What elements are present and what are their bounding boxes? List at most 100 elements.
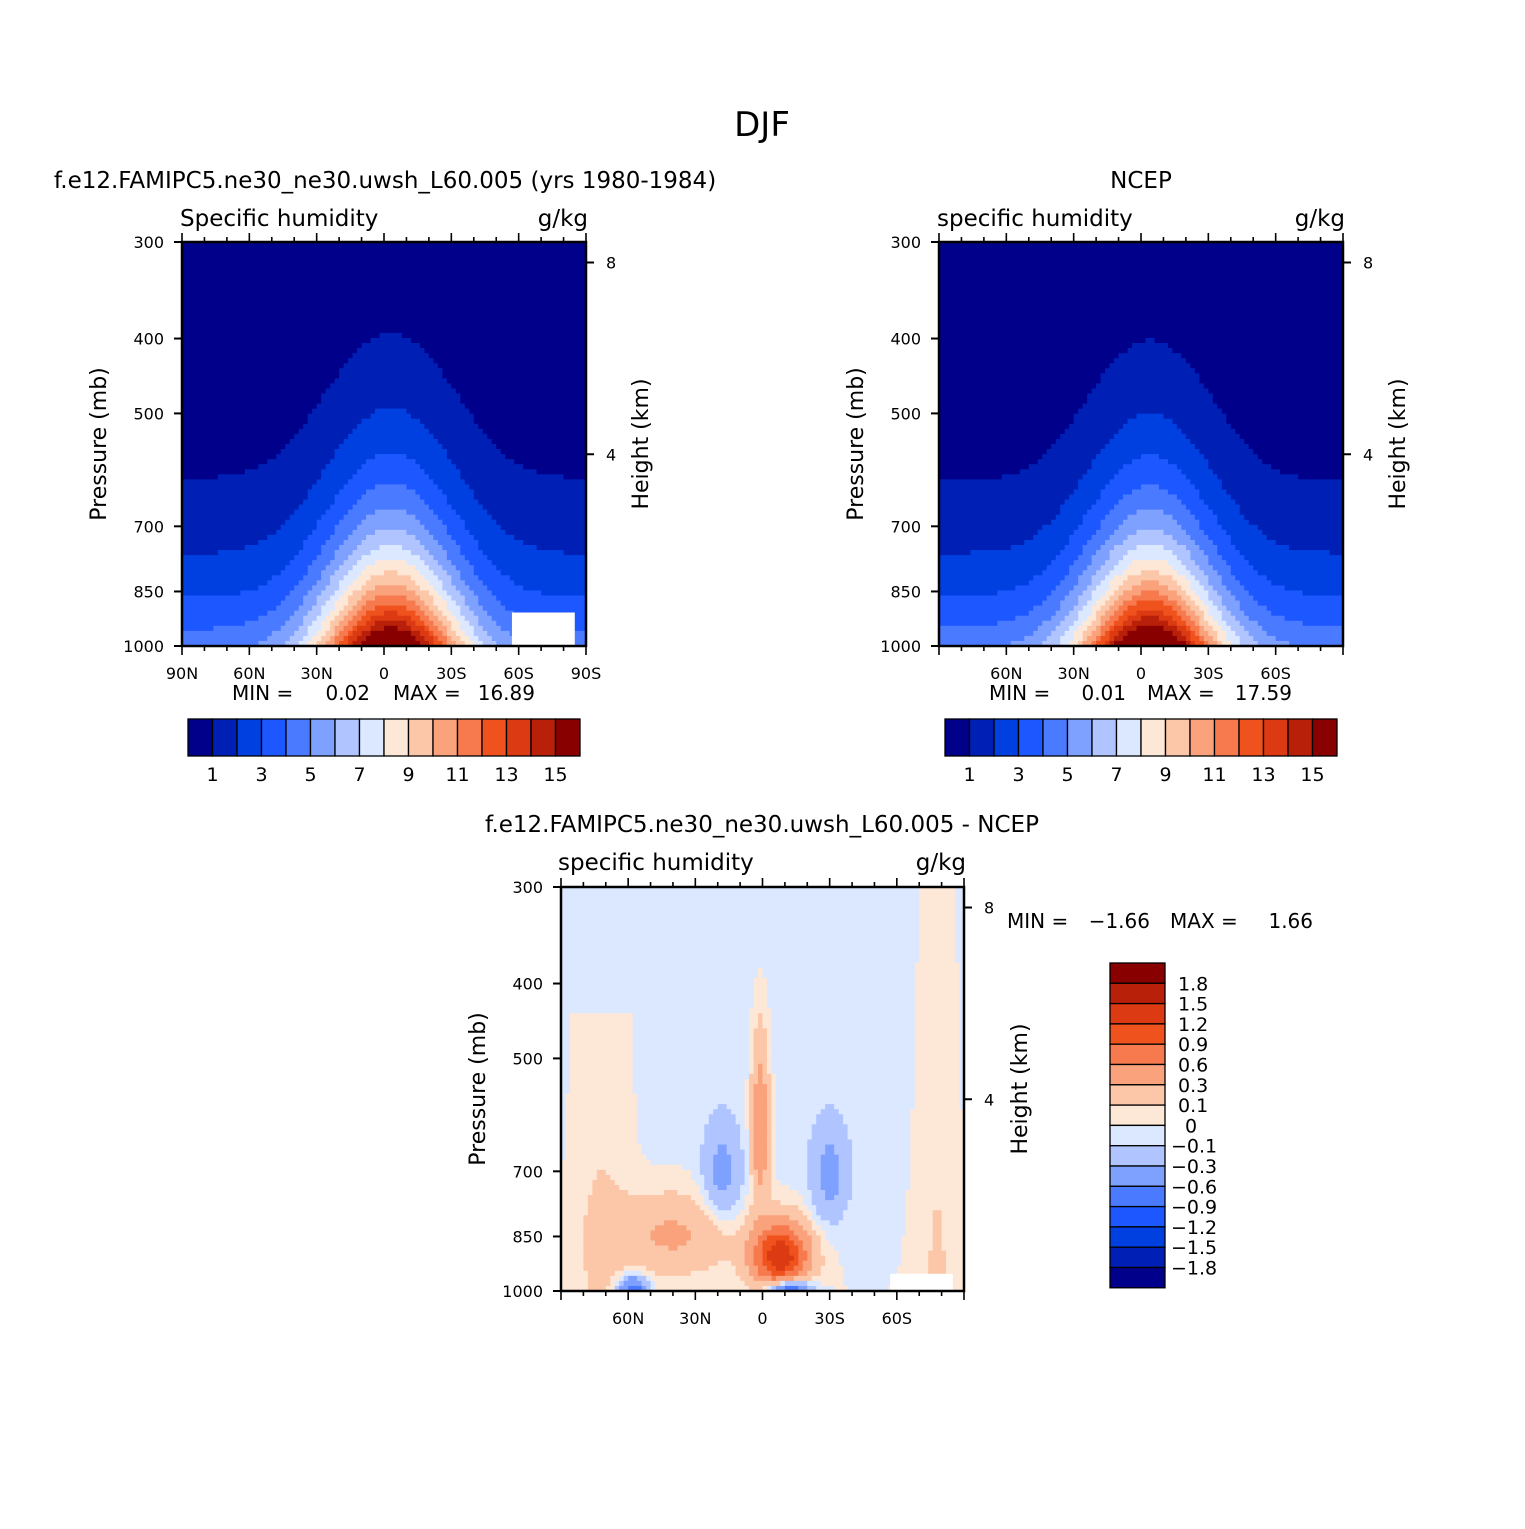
contour-cell xyxy=(419,539,439,546)
contour-cell xyxy=(744,1154,750,1161)
y-tick-label: 500 xyxy=(890,404,921,423)
contour-cell xyxy=(561,977,755,984)
contour-cell xyxy=(1239,509,1344,516)
contour-cell xyxy=(955,952,965,959)
contour-cell xyxy=(919,927,956,934)
contour-cell xyxy=(357,469,425,475)
contour-cell xyxy=(280,570,309,576)
contour-cell xyxy=(901,1260,929,1267)
contour-cell xyxy=(722,1230,737,1237)
contour-cell xyxy=(1132,620,1169,627)
contour-cell xyxy=(955,902,965,908)
contour-cell xyxy=(1046,449,1102,455)
contour-cell xyxy=(771,1144,777,1151)
contour-cell xyxy=(424,620,434,627)
contour-cell xyxy=(307,640,318,647)
contour-cell xyxy=(303,615,318,622)
contour-cell xyxy=(428,605,439,612)
contour-cell xyxy=(182,464,259,470)
contour-cell xyxy=(1109,630,1120,637)
contour-cell xyxy=(366,534,417,541)
contour-cell xyxy=(749,1134,755,1141)
contour-cell xyxy=(1123,519,1178,526)
contour-cell xyxy=(1185,640,1191,647)
contour-cell xyxy=(699,1159,714,1166)
contour-cell xyxy=(182,317,587,324)
contour-cell xyxy=(771,1058,916,1065)
contour-cell xyxy=(623,1275,629,1282)
contour-cell xyxy=(843,1280,893,1287)
contour-cell xyxy=(1082,550,1097,556)
colorbar-label: 11 xyxy=(445,764,469,786)
contour-cell xyxy=(775,1174,808,1181)
contour-cell xyxy=(939,348,1129,354)
contour-cell xyxy=(749,1048,755,1055)
contour-cell xyxy=(348,610,358,617)
contour-cell xyxy=(1163,509,1191,516)
x-tick-label: 60S xyxy=(882,1309,913,1328)
contour-cell xyxy=(1244,585,1286,592)
contour-cell xyxy=(339,620,349,627)
contour-cell xyxy=(437,575,452,581)
contour-cell xyxy=(939,388,1093,395)
contour-cell xyxy=(910,1169,965,1176)
contour-cell xyxy=(182,438,291,445)
contour-cell xyxy=(771,1078,777,1085)
contour-cell xyxy=(910,1179,965,1186)
y2-axis-label: Height (km) xyxy=(1008,1023,1033,1154)
contour-cell xyxy=(1226,630,1236,637)
contour-cell xyxy=(307,494,336,501)
contour-cell xyxy=(1199,565,1214,571)
contour-cell xyxy=(820,1184,840,1191)
contour-cell xyxy=(910,1149,965,1156)
contour-cell xyxy=(1114,545,1138,551)
contour-cell xyxy=(771,1109,777,1115)
contour-cell xyxy=(182,635,268,642)
contour-cell xyxy=(1190,570,1205,576)
contour-cell xyxy=(343,514,367,521)
contour-cell xyxy=(505,454,587,460)
contour-cell xyxy=(1114,640,1187,647)
contour-cell xyxy=(740,1225,755,1231)
contour-cell xyxy=(1060,550,1084,556)
contour-cell xyxy=(798,1190,813,1196)
contour-cell xyxy=(569,1058,634,1065)
contour-cell xyxy=(437,560,452,566)
contour-cell xyxy=(375,560,408,566)
contour-cell xyxy=(1212,565,1232,571)
contour-cell xyxy=(1248,590,1304,597)
contour-cell xyxy=(939,570,1043,576)
contour-cell xyxy=(1073,560,1093,566)
colorbar-box xyxy=(1115,718,1142,757)
contour-cell xyxy=(1069,494,1102,501)
contour-cell xyxy=(910,1109,965,1115)
contour-cell xyxy=(357,635,367,642)
contour-cell xyxy=(1208,640,1218,647)
contour-cell xyxy=(1114,620,1124,627)
x-tick-label: 30S xyxy=(436,664,467,683)
contour-cell xyxy=(357,348,425,354)
min-label: MIN = xyxy=(989,681,1050,705)
y-tick-label: 700 xyxy=(512,1162,543,1181)
contour-cell xyxy=(514,459,587,465)
contour-cell xyxy=(1253,635,1277,642)
contour-cell xyxy=(1221,524,1259,531)
contour-cell xyxy=(478,545,538,551)
contour-cell xyxy=(1185,620,1196,627)
contour-cell xyxy=(928,1265,947,1272)
contour-cell xyxy=(182,322,587,329)
contour-cell xyxy=(762,1245,773,1252)
contour-cell xyxy=(406,509,434,516)
contour-cell xyxy=(744,1078,750,1085)
contour-cell xyxy=(213,625,282,632)
contour-cell xyxy=(939,287,1344,294)
contour-cell xyxy=(632,1038,750,1045)
contour-cell xyxy=(1163,529,1187,536)
contour-cell xyxy=(807,1270,822,1277)
contour-cell xyxy=(523,585,587,592)
contour-cell xyxy=(959,1053,965,1060)
contour-cell xyxy=(370,625,385,632)
contour-cell xyxy=(1194,575,1209,581)
contour-cell xyxy=(348,585,363,592)
contour-cell xyxy=(561,1018,571,1024)
